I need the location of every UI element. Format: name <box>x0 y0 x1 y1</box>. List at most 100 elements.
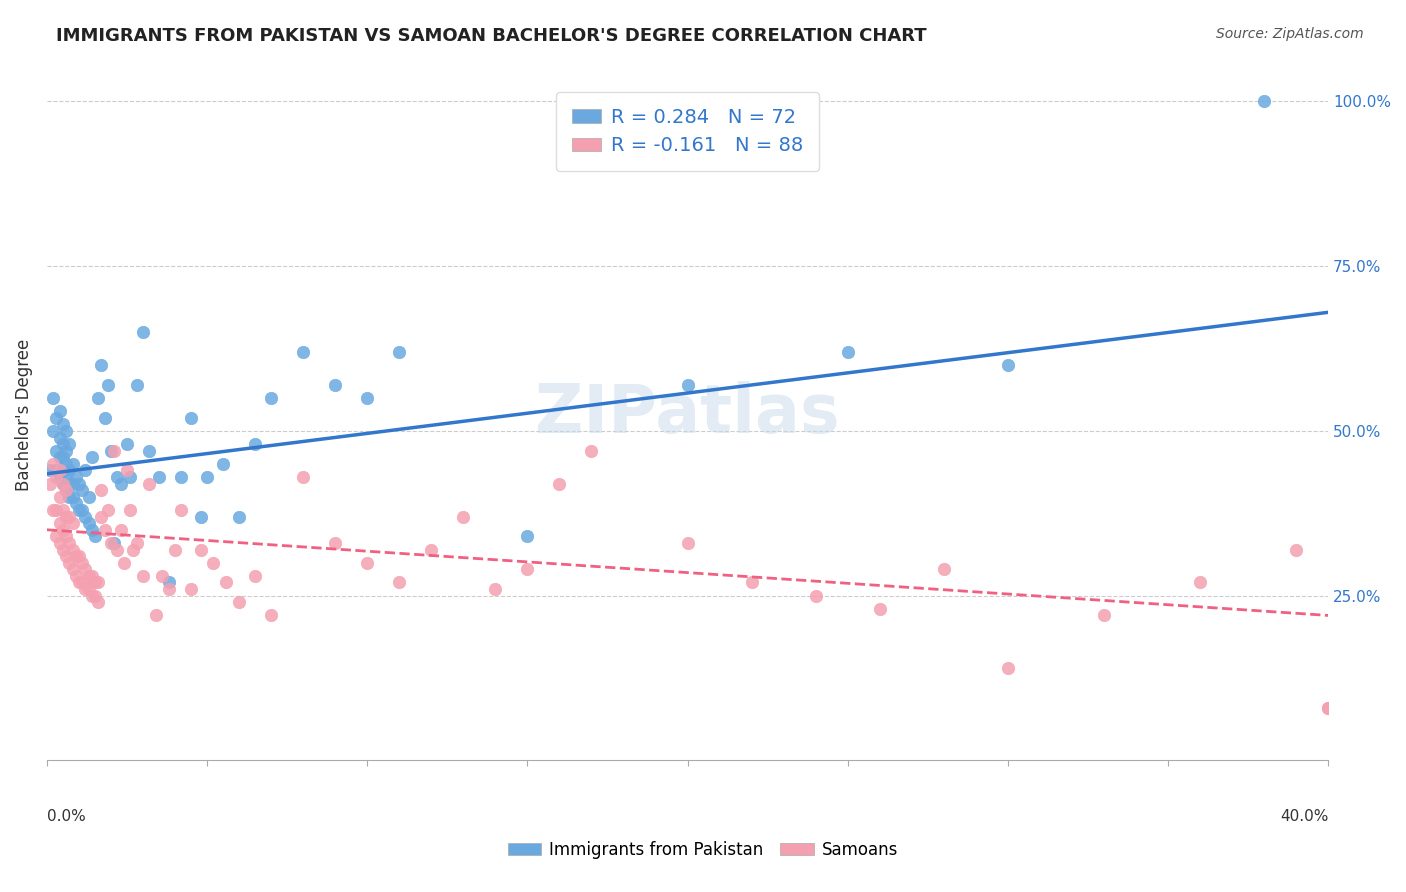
Point <box>115 437 138 451</box>
Point <box>228 509 250 524</box>
Point <box>75 509 97 524</box>
Point <box>67 503 90 517</box>
Point <box>150 569 173 583</box>
Point <box>84 575 107 590</box>
Point <box>105 470 128 484</box>
Point <box>39 463 62 477</box>
Point <box>70 483 93 498</box>
Point <box>70 556 93 570</box>
Point <box>65 470 87 484</box>
Point <box>55 483 77 498</box>
Point <box>45 470 67 484</box>
Point <box>105 542 128 557</box>
Point <box>243 569 266 583</box>
Point <box>997 661 1019 675</box>
Point <box>120 503 142 517</box>
Point <box>122 542 145 557</box>
Point <box>260 391 283 405</box>
Y-axis label: Bachelor's Degree: Bachelor's Degree <box>15 338 32 491</box>
Point <box>58 536 80 550</box>
Point <box>212 457 235 471</box>
Point <box>55 509 77 524</box>
Point <box>516 562 538 576</box>
Text: 40.0%: 40.0% <box>1279 809 1329 824</box>
Point <box>75 463 97 477</box>
Point <box>77 582 100 596</box>
Text: ZIPatlas: ZIPatlas <box>536 382 839 448</box>
Point <box>80 450 103 465</box>
Point <box>97 377 120 392</box>
Legend: Immigrants from Pakistan, Samoans: Immigrants from Pakistan, Samoans <box>501 835 905 866</box>
Point <box>45 443 67 458</box>
Point <box>65 549 87 563</box>
Point <box>676 536 699 550</box>
Point <box>997 358 1019 372</box>
Point <box>52 450 75 465</box>
Point <box>58 509 80 524</box>
Point <box>48 470 70 484</box>
Point <box>70 503 93 517</box>
Point <box>52 503 75 517</box>
Point <box>97 503 120 517</box>
Point <box>62 476 84 491</box>
Point <box>39 476 62 491</box>
Point <box>163 542 186 557</box>
Point <box>48 490 70 504</box>
Point <box>180 582 202 596</box>
Point <box>676 377 699 392</box>
Point <box>157 575 180 590</box>
Point <box>125 377 148 392</box>
Point <box>228 595 250 609</box>
Point <box>62 562 84 576</box>
Point <box>215 575 238 590</box>
Point <box>548 476 571 491</box>
Point <box>67 575 90 590</box>
Point <box>42 391 65 405</box>
Point <box>1317 700 1340 714</box>
Point <box>52 463 75 477</box>
Point <box>837 344 859 359</box>
Point <box>65 496 87 510</box>
Point <box>90 509 112 524</box>
Point <box>58 476 80 491</box>
Point <box>55 529 77 543</box>
Point <box>1253 95 1275 109</box>
Point <box>62 516 84 531</box>
Point <box>484 582 506 596</box>
Point <box>58 463 80 477</box>
Point <box>103 536 125 550</box>
Point <box>292 344 315 359</box>
Point <box>84 529 107 543</box>
Point <box>87 595 110 609</box>
Point <box>42 503 65 517</box>
Point <box>58 556 80 570</box>
Point <box>243 437 266 451</box>
Point <box>100 443 122 458</box>
Point <box>48 463 70 477</box>
Point <box>45 503 67 517</box>
Point <box>125 536 148 550</box>
Point <box>110 523 132 537</box>
Point <box>77 516 100 531</box>
Point <box>52 437 75 451</box>
Point <box>52 542 75 557</box>
Point <box>58 490 80 504</box>
Point <box>115 463 138 477</box>
Point <box>932 562 955 576</box>
Point <box>741 575 763 590</box>
Point <box>77 569 100 583</box>
Point <box>110 476 132 491</box>
Point <box>388 575 411 590</box>
Point <box>190 542 212 557</box>
Point <box>100 536 122 550</box>
Point <box>65 569 87 583</box>
Point <box>180 410 202 425</box>
Point <box>1285 542 1308 557</box>
Point <box>67 549 90 563</box>
Point <box>55 443 77 458</box>
Point <box>62 457 84 471</box>
Point <box>77 490 100 504</box>
Point <box>80 569 103 583</box>
Point <box>195 470 218 484</box>
Point <box>170 503 193 517</box>
